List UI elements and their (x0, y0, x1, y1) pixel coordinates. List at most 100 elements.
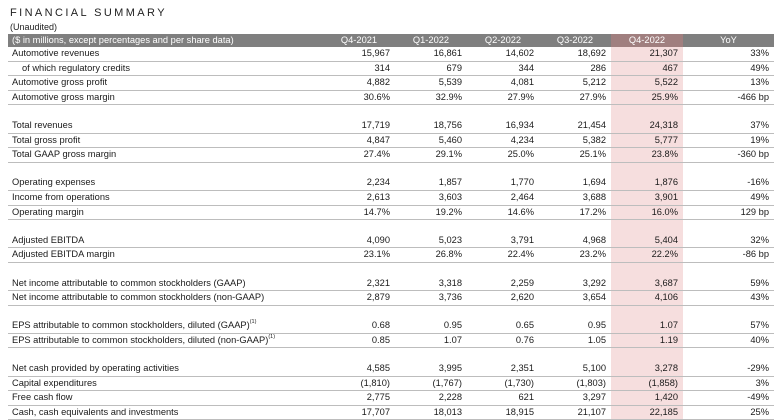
cell-q4-2022: 24,318 (611, 118, 683, 134)
spacer-cell (539, 162, 611, 177)
spacer-cell (611, 262, 683, 277)
spacer-cell (683, 219, 774, 234)
table-row: Automotive gross margin 30.6% 32.9% 27.9% 27… (8, 90, 774, 105)
row-label: Net cash provided by operating activitie… (8, 362, 323, 376)
group-spacer (8, 219, 774, 234)
spacer-cell (323, 305, 395, 320)
table-row: Net income attributable to common stockh… (8, 290, 774, 306)
spacer-cell (8, 347, 323, 363)
row-label: Capital expenditures (8, 376, 323, 391)
header-q3-2022: Q3-2022 (539, 34, 611, 47)
row-label: Automotive revenues (8, 47, 323, 61)
cell-q4-2021: 17,719 (361, 119, 390, 130)
footnote-marker: (1) (268, 333, 276, 340)
row-label-text: Automotive gross margin (12, 91, 115, 102)
row-label: Operating margin (8, 205, 323, 220)
cell-q3-2022: 3,688 (582, 191, 606, 202)
cell-q3-2022: 3,297 (582, 392, 606, 403)
table-row: Cash, cash equivalents and investments 17… (8, 405, 774, 420)
cell-yoy: 32% (750, 234, 769, 245)
cell-q2-2022: 0.65 (515, 320, 534, 331)
spacer-cell (323, 104, 395, 119)
row-label-text: Cash, cash equivalents and investments (12, 406, 179, 417)
cell-q1-2022: 26.8% (435, 249, 462, 260)
cell-q4-2021: 2,234 (366, 177, 390, 188)
row-label-text: EPS attributable to common stockholders,… (12, 320, 250, 331)
spacer-cell (467, 347, 539, 363)
cell-yoy: 43% (750, 292, 769, 303)
row-label-text: Automotive gross profit (12, 77, 108, 88)
header-q1-2022: Q1-2022 (395, 34, 467, 47)
header-q4-2022: Q4-2022 (611, 34, 683, 47)
cell-q4-2021: 0.85 (371, 334, 390, 345)
spacer-cell (323, 162, 395, 177)
cell-q4-2022: 4,106 (611, 290, 683, 306)
cell-q3-2022: 4,968 (582, 234, 606, 245)
cell-yoy: 49% (750, 62, 769, 73)
cell-q3-2022: 17.2% (579, 206, 606, 217)
cell-yoy: 13% (750, 77, 769, 88)
spacer-cell (611, 104, 683, 119)
cell-q3-2022: 25.1% (579, 149, 606, 160)
group-spacer (8, 262, 774, 277)
row-label: Income from operations (8, 190, 323, 205)
cell-q4-2022: 1,420 (611, 390, 683, 406)
cell-q3-2022: 1,694 (582, 177, 606, 188)
spacer-cell (323, 347, 395, 363)
cell-q2-2022: 621 (518, 392, 534, 403)
spacer-cell (8, 162, 323, 177)
cell-yoy: -466 bp (737, 91, 769, 102)
spacer-cell (323, 219, 395, 234)
row-label-text: Total revenues (12, 119, 73, 130)
cell-q4-2022: 1.19 (611, 333, 683, 348)
table-row: Income from operations 2,613 3,603 2,464 3,6… (8, 190, 774, 206)
row-label: Operating expenses (8, 176, 323, 190)
table-row: Free cash flow 2,775 2,228 621 3,297 1,420 -49… (8, 390, 774, 406)
cell-q4-2022: 5,404 (611, 233, 683, 248)
cell-q4-2021: 2,613 (366, 191, 390, 202)
cell-q1-2022: 5,023 (438, 234, 462, 245)
spacer-cell (467, 162, 539, 177)
table-row: EPS attributable to common stockholders,… (8, 319, 774, 334)
cell-yoy: 40% (750, 334, 769, 345)
row-label: Adjusted EBITDA margin (8, 248, 323, 263)
spacer-cell (395, 305, 467, 320)
header-q4-2021: Q4-2021 (323, 34, 395, 47)
row-label-text: Adjusted EBITDA (12, 234, 85, 245)
cell-q1-2022: 679 (446, 62, 462, 73)
cell-q1-2022: 29.1% (435, 149, 462, 160)
group-spacer (8, 347, 774, 363)
row-label: of which regulatory credits (8, 61, 323, 76)
header-q2-2022: Q2-2022 (467, 34, 539, 47)
row-label: Total revenues (8, 119, 323, 133)
cell-q2-2022: 2,464 (510, 191, 534, 202)
page-subtitle: (Unaudited) (10, 22, 58, 32)
cell-q2-2022: 18,915 (505, 406, 534, 417)
row-label-text: Net income attributable to common stockh… (12, 277, 246, 288)
spacer-cell (467, 104, 539, 119)
table-header-row: ($ in millions, except percentages and p… (8, 34, 774, 47)
spacer-cell (683, 162, 774, 177)
cell-q3-2022: 286 (590, 62, 606, 73)
cell-q1-2022: 3,736 (438, 292, 462, 303)
cell-q1-2022: 5,539 (438, 77, 462, 88)
cell-q2-2022: 344 (518, 62, 534, 73)
cell-q4-2021: 4,090 (366, 234, 390, 245)
spacer-cell (539, 305, 611, 320)
cell-q3-2022: 3,654 (582, 292, 606, 303)
spacer-cell (8, 104, 323, 119)
cell-q4-2021: 27.4% (363, 149, 390, 160)
table-row: Adjusted EBITDA 4,090 5,023 3,791 4,968 5,404… (8, 233, 774, 248)
row-label: Adjusted EBITDA (8, 234, 323, 248)
cell-q4-2021: 4,847 (366, 134, 390, 145)
spacer-cell (467, 305, 539, 320)
table-row: Capital expenditures (1,810) (1,767) (1,730… (8, 376, 774, 391)
cell-q4-2021: 2,321 (366, 277, 390, 288)
cell-q1-2022: 0.95 (443, 320, 462, 331)
page-title: FINANCIAL SUMMARY (10, 7, 167, 19)
spacer-cell (611, 305, 683, 320)
cell-q1-2022: 19.2% (435, 206, 462, 217)
cell-yoy: 33% (750, 48, 769, 58)
cell-q2-2022: 0.76 (515, 334, 534, 345)
table-row: Total GAAP gross margin 27.4% 29.1% 25.0% 25… (8, 147, 774, 163)
